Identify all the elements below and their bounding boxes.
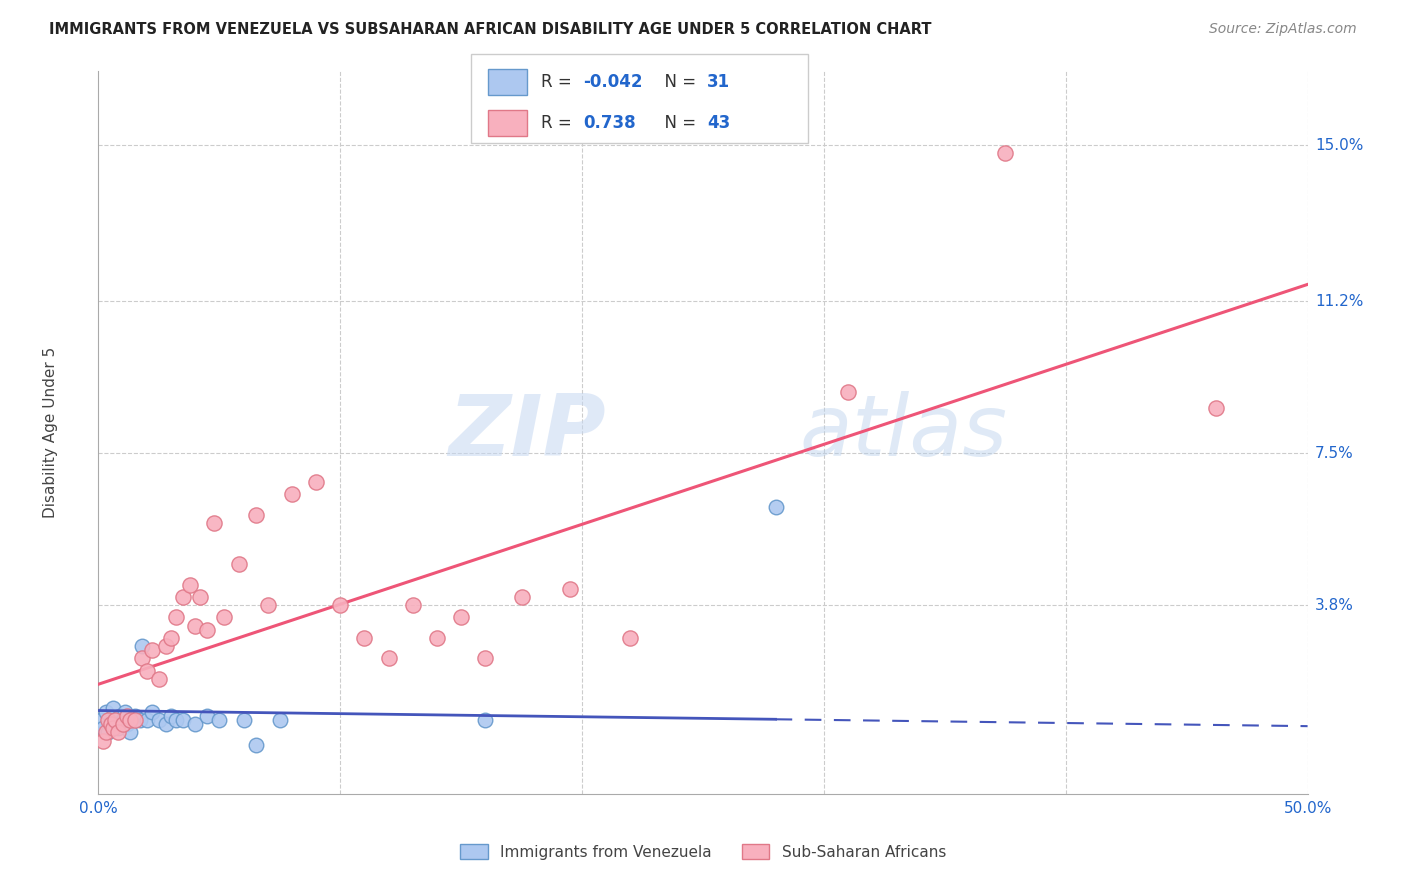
Point [426, 631, 449, 645]
Point [1205, 401, 1227, 415]
Point [256, 598, 278, 612]
Text: R =: R = [541, 114, 578, 132]
Point [101, 721, 124, 735]
Point [212, 610, 235, 624]
Point [245, 738, 267, 752]
Point [111, 717, 134, 731]
Point [155, 717, 177, 731]
Point [165, 713, 187, 727]
Text: N =: N = [654, 114, 702, 132]
Point [141, 643, 163, 657]
Point [131, 639, 153, 653]
Point [204, 516, 226, 530]
Point [107, 725, 129, 739]
Point [91, 721, 114, 735]
Point [155, 639, 177, 653]
Point [994, 146, 1017, 161]
Point [131, 651, 153, 665]
Point [184, 618, 207, 632]
Point [377, 651, 399, 665]
Point [148, 672, 170, 686]
Text: 0.738: 0.738 [583, 114, 636, 132]
Point [118, 713, 141, 727]
Point [474, 651, 496, 665]
Point [765, 500, 787, 514]
Point [160, 709, 183, 723]
Legend: Immigrants from Venezuela, Sub-Saharan Africans: Immigrants from Venezuela, Sub-Saharan A… [454, 838, 952, 866]
Point [160, 631, 183, 645]
Text: 31: 31 [707, 73, 730, 91]
Point [117, 717, 139, 731]
Point [510, 590, 533, 604]
Point [124, 709, 146, 723]
Point [402, 598, 425, 612]
Text: -0.042: -0.042 [583, 73, 643, 91]
Point [100, 717, 122, 731]
Point [172, 713, 194, 727]
Point [329, 598, 352, 612]
Point [281, 487, 304, 501]
Point [111, 713, 134, 727]
Point [474, 713, 496, 727]
Point [558, 582, 581, 596]
Point [245, 508, 267, 522]
Text: Disability Age Under 5: Disability Age Under 5 [42, 347, 58, 518]
Point [353, 631, 375, 645]
Point [450, 610, 472, 624]
Point [128, 713, 150, 727]
Point [117, 709, 139, 723]
Text: 3.8%: 3.8% [1315, 598, 1354, 613]
Point [114, 705, 136, 719]
Point [94, 725, 117, 739]
Text: 7.5%: 7.5% [1315, 446, 1354, 460]
Point [107, 721, 129, 735]
Point [619, 631, 641, 645]
Point [837, 384, 859, 399]
Point [179, 577, 201, 591]
Point [228, 557, 250, 571]
Text: ZIP: ZIP [449, 391, 606, 475]
Point [165, 610, 187, 624]
Point [101, 700, 124, 714]
Point [195, 623, 218, 637]
Text: R =: R = [541, 73, 578, 91]
Point [184, 717, 207, 731]
Point [141, 705, 163, 719]
Point [172, 590, 194, 604]
Point [104, 713, 127, 727]
Point [135, 713, 157, 727]
Point [91, 733, 114, 747]
Point [232, 713, 254, 727]
Point [124, 713, 146, 727]
Point [97, 713, 120, 727]
Point [97, 725, 120, 739]
Text: 15.0%: 15.0% [1315, 137, 1364, 153]
Point [305, 475, 328, 489]
Text: 11.2%: 11.2% [1315, 293, 1364, 309]
Text: 43: 43 [707, 114, 731, 132]
Text: atlas: atlas [800, 391, 1008, 475]
Point [90, 713, 112, 727]
Point [108, 709, 131, 723]
Point [148, 713, 170, 727]
Text: N =: N = [654, 73, 702, 91]
Point [100, 717, 122, 731]
Point [195, 709, 218, 723]
Point [135, 664, 157, 678]
Point [269, 713, 291, 727]
Text: Source: ZipAtlas.com: Source: ZipAtlas.com [1209, 22, 1357, 37]
Point [118, 725, 141, 739]
Point [208, 713, 231, 727]
Point [94, 705, 117, 719]
Point [104, 713, 127, 727]
Text: IMMIGRANTS FROM VENEZUELA VS SUBSAHARAN AFRICAN DISABILITY AGE UNDER 5 CORRELATI: IMMIGRANTS FROM VENEZUELA VS SUBSAHARAN … [49, 22, 932, 37]
Point [188, 590, 211, 604]
